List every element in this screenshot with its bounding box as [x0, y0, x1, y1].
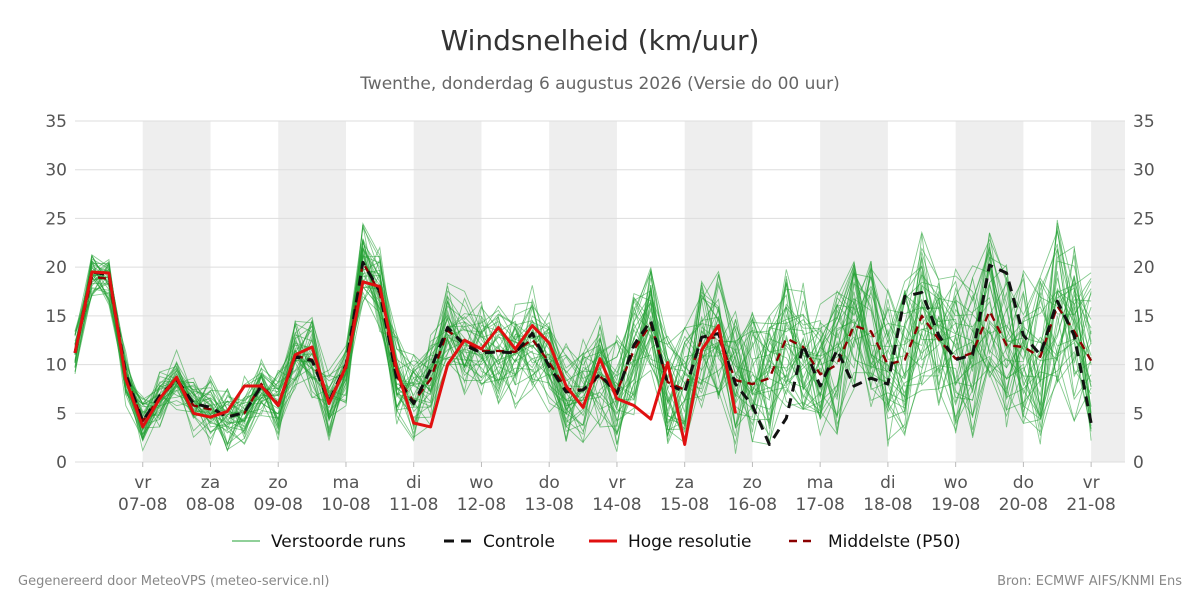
x-tick-date-label: 11-08	[389, 495, 438, 515]
x-tick-date-label: 12-08	[457, 495, 506, 515]
ensemble-member-line	[74, 239, 1092, 436]
x-tick-day-label: di	[406, 473, 422, 493]
footer-source: Bron: ECMWF AIFS/KNMI Ens	[997, 574, 1182, 589]
y-tick-label-left: 20	[45, 258, 67, 278]
y-tick-label-right: 0	[1133, 453, 1144, 473]
x-tick-date-label: 15-08	[660, 495, 709, 515]
ensemble-member-line	[74, 225, 1092, 429]
x-tick-day-label: ma	[332, 473, 359, 493]
legend-label-median: Middelste (P50)	[828, 532, 961, 552]
x-tick-date-label: 20-08	[999, 495, 1048, 515]
x-tick-day-label: vr	[134, 473, 151, 493]
ensemble-member-line	[74, 245, 1092, 446]
y-tick-label-left: 5	[56, 404, 67, 424]
legend-label-hires: Hoge resolutie	[628, 532, 752, 552]
legend-label-ensemble: Verstoorde runs	[271, 532, 406, 552]
ensemble-member-line	[74, 232, 1092, 444]
y-tick-label-right: 30	[1133, 161, 1155, 181]
x-tick-date-label: 17-08	[795, 495, 844, 515]
y-tick-label-right: 10	[1133, 356, 1155, 376]
x-tick-day-label: zo	[269, 473, 288, 493]
x-tick-day-label: za	[201, 473, 220, 493]
x-tick-date-label: 07-08	[118, 495, 167, 515]
ensemble-member-line	[74, 222, 1092, 452]
x-tick-day-label: zo	[743, 473, 762, 493]
legend-label-control: Controle	[483, 532, 555, 552]
x-tick-date-label: 10-08	[321, 495, 370, 515]
ensemble-member-line	[74, 252, 1092, 441]
y-tick-label-right: 25	[1133, 209, 1155, 229]
x-tick-date-label: 18-08	[863, 495, 912, 515]
x-tick-date-label: 14-08	[592, 495, 641, 515]
ensemble-member-line	[74, 231, 1092, 452]
ensemble-member-line	[74, 237, 1092, 452]
x-tick-day-label: wo	[469, 473, 493, 493]
day-shade-band	[955, 121, 1024, 462]
ensemble-member-line	[74, 229, 1092, 446]
x-tick-date-label: 08-08	[186, 495, 235, 515]
y-tick-label-right: 15	[1133, 307, 1155, 327]
day-shade-band	[820, 121, 888, 462]
x-tick-day-label: ma	[807, 473, 834, 493]
x-tick-day-label: di	[880, 473, 896, 493]
y-tick-label-left: 15	[45, 307, 67, 327]
y-tick-label-right: 35	[1133, 112, 1155, 132]
ensemble-member-line	[74, 248, 1092, 445]
y-tick-label-left: 10	[45, 356, 67, 376]
y-tick-label-left: 0	[56, 453, 67, 473]
x-tick-day-label: wo	[943, 473, 967, 493]
x-tick-day-label: vr	[1083, 473, 1100, 493]
x-tick-date-label: 13-08	[524, 495, 573, 515]
ensemble-member-line	[74, 226, 1092, 445]
series-line-control	[73, 260, 1093, 446]
legend: Verstoorde runs Controle Hoge resolutie Mid…	[232, 532, 961, 552]
ensemble-member-line	[74, 224, 1092, 447]
y-tick-label-left: 35	[45, 112, 67, 132]
chart-subtitle: Twenthe, donderdag 6 augustus 2026 (Vers…	[359, 74, 840, 94]
ensemble-member-line	[74, 258, 1092, 442]
y-tick-label-left: 25	[45, 209, 67, 229]
y-tick-label-left: 30	[45, 161, 67, 181]
ensemble-member-line	[74, 260, 1092, 442]
chart-title: Windsnelheid (km/uur)	[441, 24, 760, 57]
y-tick-label-right: 20	[1133, 258, 1155, 278]
x-tick-date-label: 21-08	[1066, 495, 1115, 515]
x-tick-day-label: za	[675, 473, 694, 493]
x-tick-date-label: 16-08	[728, 495, 777, 515]
series-line-hires	[73, 270, 737, 446]
day-shade-band	[1091, 121, 1125, 462]
footer-credit: Gegenereerd door MeteoVPS (meteo-service…	[18, 574, 329, 589]
x-tick-day-label: do	[1013, 473, 1034, 493]
x-tick-date-label: 09-08	[254, 495, 303, 515]
ensemble-members	[74, 219, 1092, 454]
x-tick-date-label: 19-08	[931, 495, 980, 515]
x-tick-day-label: do	[539, 473, 560, 493]
y-tick-label-right: 5	[1133, 404, 1144, 424]
x-tick-day-label: vr	[608, 473, 625, 493]
